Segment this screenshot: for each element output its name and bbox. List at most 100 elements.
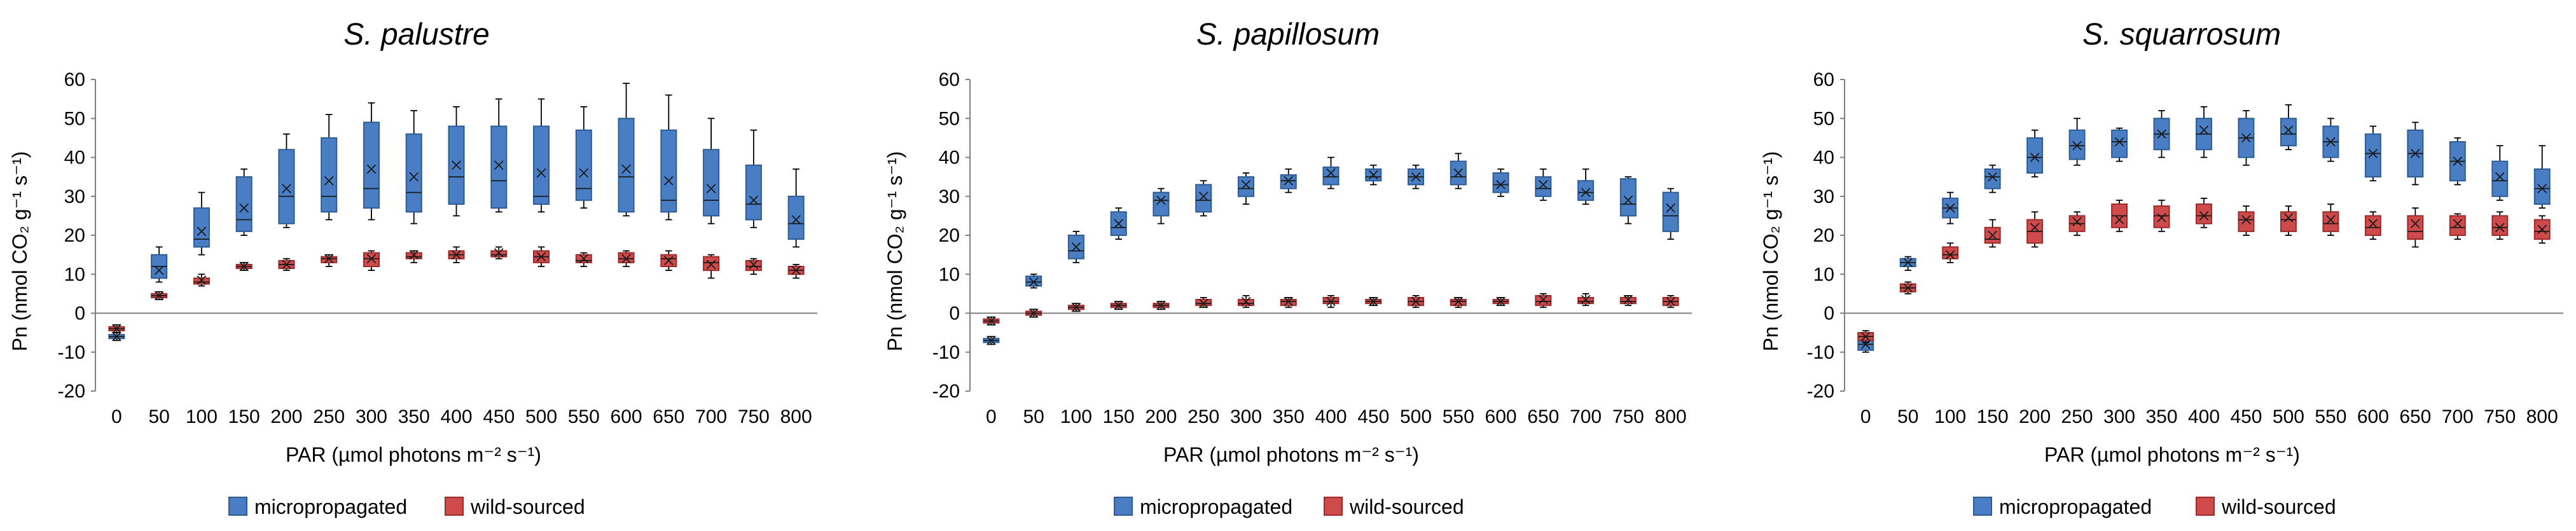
box-wild-sourced (983, 316, 1000, 326)
box-micropropagated (1067, 230, 1084, 263)
box-iqr (1280, 299, 1297, 307)
x-tick-label: 350 (1273, 406, 1305, 427)
box-iqr (193, 207, 210, 248)
mean-marker (536, 252, 546, 262)
y-tick-label: 20 (64, 225, 85, 246)
mean-marker (112, 331, 121, 341)
y-tick-label: 40 (939, 148, 960, 169)
mean-marker (1945, 250, 1955, 259)
box-iqr (1237, 299, 1254, 307)
x-tick-label: 500 (525, 406, 557, 427)
x-tick-label: 550 (568, 406, 600, 427)
box-iqr (1619, 178, 1637, 217)
box-micropropagated (1408, 164, 1425, 190)
mean-marker (1368, 296, 1378, 307)
box-micropropagated (983, 336, 1000, 345)
box-wild-sourced (2280, 205, 2297, 236)
mean-marker (1411, 172, 1421, 182)
y-axis-label: Pn (nmol CO₂ g⁻¹ s⁻¹) (1759, 151, 1782, 352)
box-wild-sourced (2533, 215, 2551, 244)
mean-marker (1623, 195, 1633, 205)
box-wild-sourced (1322, 295, 1340, 308)
box-iqr (1025, 275, 1042, 287)
box-micropropagated (1942, 191, 1959, 224)
box-iqr (1942, 246, 1959, 259)
box-iqr (1535, 176, 1552, 197)
box-micropropagated (660, 94, 677, 221)
box-micropropagated (2026, 129, 2044, 178)
box-wild-sourced (618, 250, 635, 267)
mean-marker (579, 168, 589, 178)
box-iqr (1450, 299, 1467, 307)
y-tick-label: 0 (1824, 303, 1834, 324)
box-iqr (2364, 215, 2381, 236)
x-tick-label: 100 (1934, 406, 1966, 427)
mean-marker (791, 215, 801, 224)
mean-marker (1071, 302, 1081, 312)
box-wild-sourced (787, 264, 805, 279)
box-iqr (2407, 215, 2424, 240)
box-iqr (2280, 211, 2297, 232)
box-wild-sourced (2407, 207, 2424, 248)
box-micropropagated (1153, 188, 1170, 224)
y-axis-label: Pn (nmol CO₂ g⁻¹ s⁻¹) (8, 151, 31, 352)
mean-marker (2199, 211, 2209, 221)
mean-marker (2495, 172, 2505, 182)
mean-marker (452, 250, 461, 259)
mean-marker (1538, 294, 1548, 305)
box-wild-sourced (1857, 330, 1874, 343)
mean-marker (1988, 172, 1997, 182)
x-tick-label: 700 (1570, 406, 1602, 427)
box-wild-sourced (1365, 296, 1382, 307)
mean-marker (2411, 219, 2420, 228)
box-micropropagated (2280, 104, 2297, 151)
mean-marker (1581, 294, 1591, 305)
x-axis-label: PAR (µmol photons m⁻² s⁻¹) (2044, 443, 2300, 466)
x-tick-label: 450 (1357, 406, 1389, 427)
mean-marker (621, 164, 631, 174)
legend-label-micropropagated: micropropagated (1999, 495, 2152, 518)
mean-marker (366, 254, 377, 264)
box-iqr (1195, 184, 1212, 213)
box-iqr (2449, 215, 2466, 236)
mean-marker (1156, 195, 1166, 205)
box-micropropagated (1025, 273, 1042, 289)
x-tick-label: 450 (2230, 406, 2262, 427)
box-wild-sourced (2491, 211, 2509, 240)
x-tick-label: 400 (1315, 406, 1347, 427)
box-iqr (1067, 235, 1084, 259)
box-iqr (745, 259, 762, 272)
box-iqr (1195, 299, 1212, 307)
mean-marker (1496, 180, 1506, 190)
mean-marker (2453, 156, 2463, 166)
box-micropropagated (533, 98, 550, 213)
legend-swatch-micropropagated (1973, 497, 1992, 516)
mean-marker (494, 248, 504, 258)
box-wild-sourced (1237, 295, 1254, 308)
box-wild-sourced (490, 246, 508, 259)
x-tick-label: 250 (2061, 406, 2093, 427)
x-tick-label: 150 (1103, 406, 1135, 427)
x-tick-label: 750 (2484, 406, 2516, 427)
mean-marker (987, 316, 996, 326)
y-tick-label: 0 (949, 303, 960, 324)
mean-marker (2114, 137, 2124, 147)
box-wild-sourced (108, 324, 125, 334)
x-tick-label: 800 (1655, 406, 1687, 427)
x-tick-label: 0 (111, 406, 122, 427)
box-iqr (1984, 168, 2001, 190)
box-iqr (2322, 211, 2339, 232)
box-micropropagated (1899, 256, 1916, 272)
box-iqr (745, 164, 762, 221)
box-iqr (703, 256, 720, 272)
box-wild-sourced (1067, 302, 1084, 312)
x-tick-label: 600 (2357, 406, 2389, 427)
y-tick-label: 20 (939, 225, 960, 246)
box-iqr (405, 133, 422, 213)
box-micropropagated (193, 191, 210, 256)
mean-marker (2072, 217, 2082, 226)
box-wild-sourced (1280, 296, 1297, 308)
x-tick-label: 700 (695, 406, 727, 427)
